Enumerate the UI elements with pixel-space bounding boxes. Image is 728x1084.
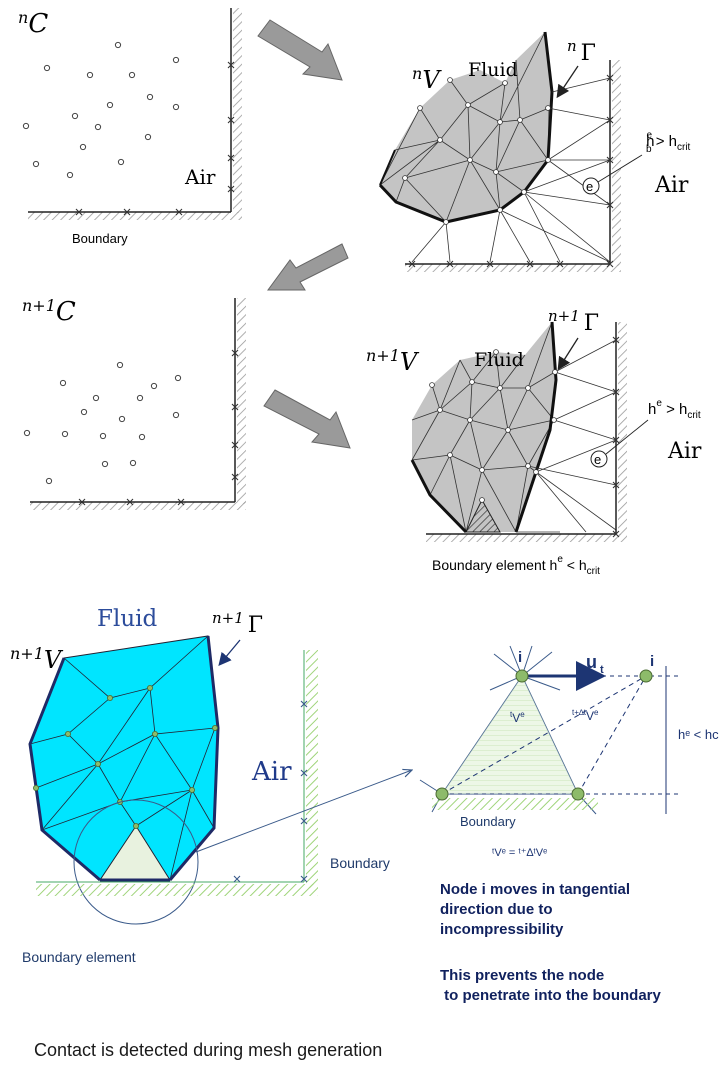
panel-nC: nC Air Boundary [18,8,242,246]
vol-label-t: tVe [510,710,525,725]
gamma-label: n+1 Γ [548,307,599,336]
free-surface [378,31,554,224]
fluid-label: Fluid [97,606,157,632]
gamma-label: n+1 Γ [212,609,263,638]
arrow-right-2 [263,389,351,449]
process-arrows [257,19,351,449]
mesh-nodes [402,77,551,225]
boundary-element-caption: Boundary element he < hcrit [432,554,600,577]
panel-n1V: n+1V Fluid n+1 Γ he > hcrit Air e Boundar… [366,307,702,577]
boundary-label: Boundary [72,231,128,246]
boundary-label: Boundary [330,855,390,871]
footer-caption: Contact is detected during mesh generati… [34,1040,383,1060]
zoom-circle [73,799,199,925]
svg-text:i: i [518,649,522,666]
criterion-label: he b > hcrit [646,130,691,155]
fluid-domain [380,32,552,222]
fluid-label: Fluid [468,59,518,81]
volume-equation: ᵗVᵉ = ᵗ⁺∆ᵗVᵉ [492,847,547,859]
svg-text:e: e [586,179,593,194]
element-marker [582,177,600,195]
floor-hatch [28,212,242,220]
vol-label-tdt: t+∆tVe [572,708,599,723]
air-label: Air [251,757,292,787]
arrow-left-down [267,243,349,291]
svg-text:i: i [650,653,654,670]
label-nC: nC [18,8,48,39]
arrow-right-1 [257,19,343,81]
height-label: hᵉ < hc [678,727,719,742]
note-penetration: This prevents the node to penetrate into… [440,967,661,1004]
label-n1V: n+1V [366,346,420,376]
boundary-nodes [75,61,235,216]
particle-cloud [22,41,180,179]
air-label: Air [654,173,689,198]
fluid-label: Fluid [474,349,524,371]
panel-n1C: n+1C [22,296,246,510]
label-n1C: n+1C [22,296,76,327]
wall-hatch [233,8,242,213]
zoom-pointer [195,770,412,853]
boundary-sliver [465,498,501,533]
air-label: Air [184,165,216,189]
node-i-old [515,669,529,683]
svg-text:e: e [594,452,601,467]
label-nV: nV [412,64,442,94]
node-i-new [639,669,653,683]
boundary-element-label: Boundary element [22,949,136,965]
air-mesh-edges [411,77,611,263]
note-incompressibility: Node i moves in tangential direction due… [440,881,634,938]
label-n1V-cyan: n+1V [10,644,64,674]
boundary-label: Boundary [460,814,516,829]
criterion-label: he > hcrit [648,398,701,421]
panel-cyan: n+1V Fluid n+1 Γ Air Boundary Boundary el… [10,606,412,965]
air-label: Air [667,439,702,464]
